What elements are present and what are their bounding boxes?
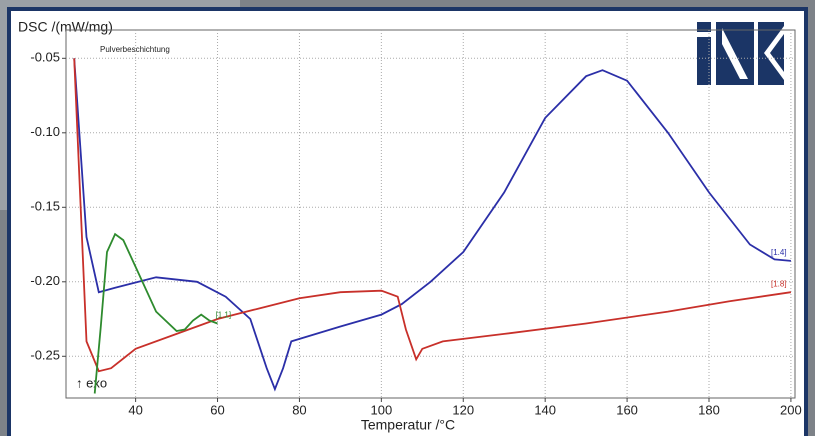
series-label: [1.1] xyxy=(216,311,232,320)
logo-dot xyxy=(697,22,711,32)
annotation: ↑ exo xyxy=(76,375,107,390)
x-tick-label: 140 xyxy=(534,402,556,417)
y-axis-label: DSC /(mW/mg) xyxy=(18,19,113,35)
x-tick-label: 160 xyxy=(616,402,638,417)
panel xyxy=(7,7,808,436)
y-tick-label: -0.10 xyxy=(30,124,60,139)
x-tick-label: 60 xyxy=(210,402,224,417)
data-line xyxy=(93,232,218,394)
x-tick-label: 120 xyxy=(452,402,474,417)
y-tick-label: -0.05 xyxy=(30,50,60,65)
logo xyxy=(697,22,784,85)
series-label: [1.8] xyxy=(771,279,787,288)
x-tick-label: 40 xyxy=(128,402,142,417)
plot-area xyxy=(65,29,796,399)
y-tick-label: -0.20 xyxy=(30,273,60,288)
data-line xyxy=(73,58,791,392)
logo-cut xyxy=(722,28,748,79)
data-line xyxy=(73,58,792,373)
y-tick-label: -0.25 xyxy=(30,348,60,363)
series-label: [1.4] xyxy=(771,248,787,257)
y-tick-label: -0.15 xyxy=(30,199,60,214)
x-tick-label: 180 xyxy=(698,402,720,417)
x-tick-label: 100 xyxy=(371,402,393,417)
x-tick-label: 200 xyxy=(780,402,802,417)
x-tick-label: 80 xyxy=(292,402,306,417)
logo-k-cut xyxy=(764,26,784,80)
annotation: Pulverbeschichtung xyxy=(100,45,170,54)
x-axis-label: Temperatur /°C xyxy=(361,417,455,433)
logo-bar xyxy=(697,37,711,85)
